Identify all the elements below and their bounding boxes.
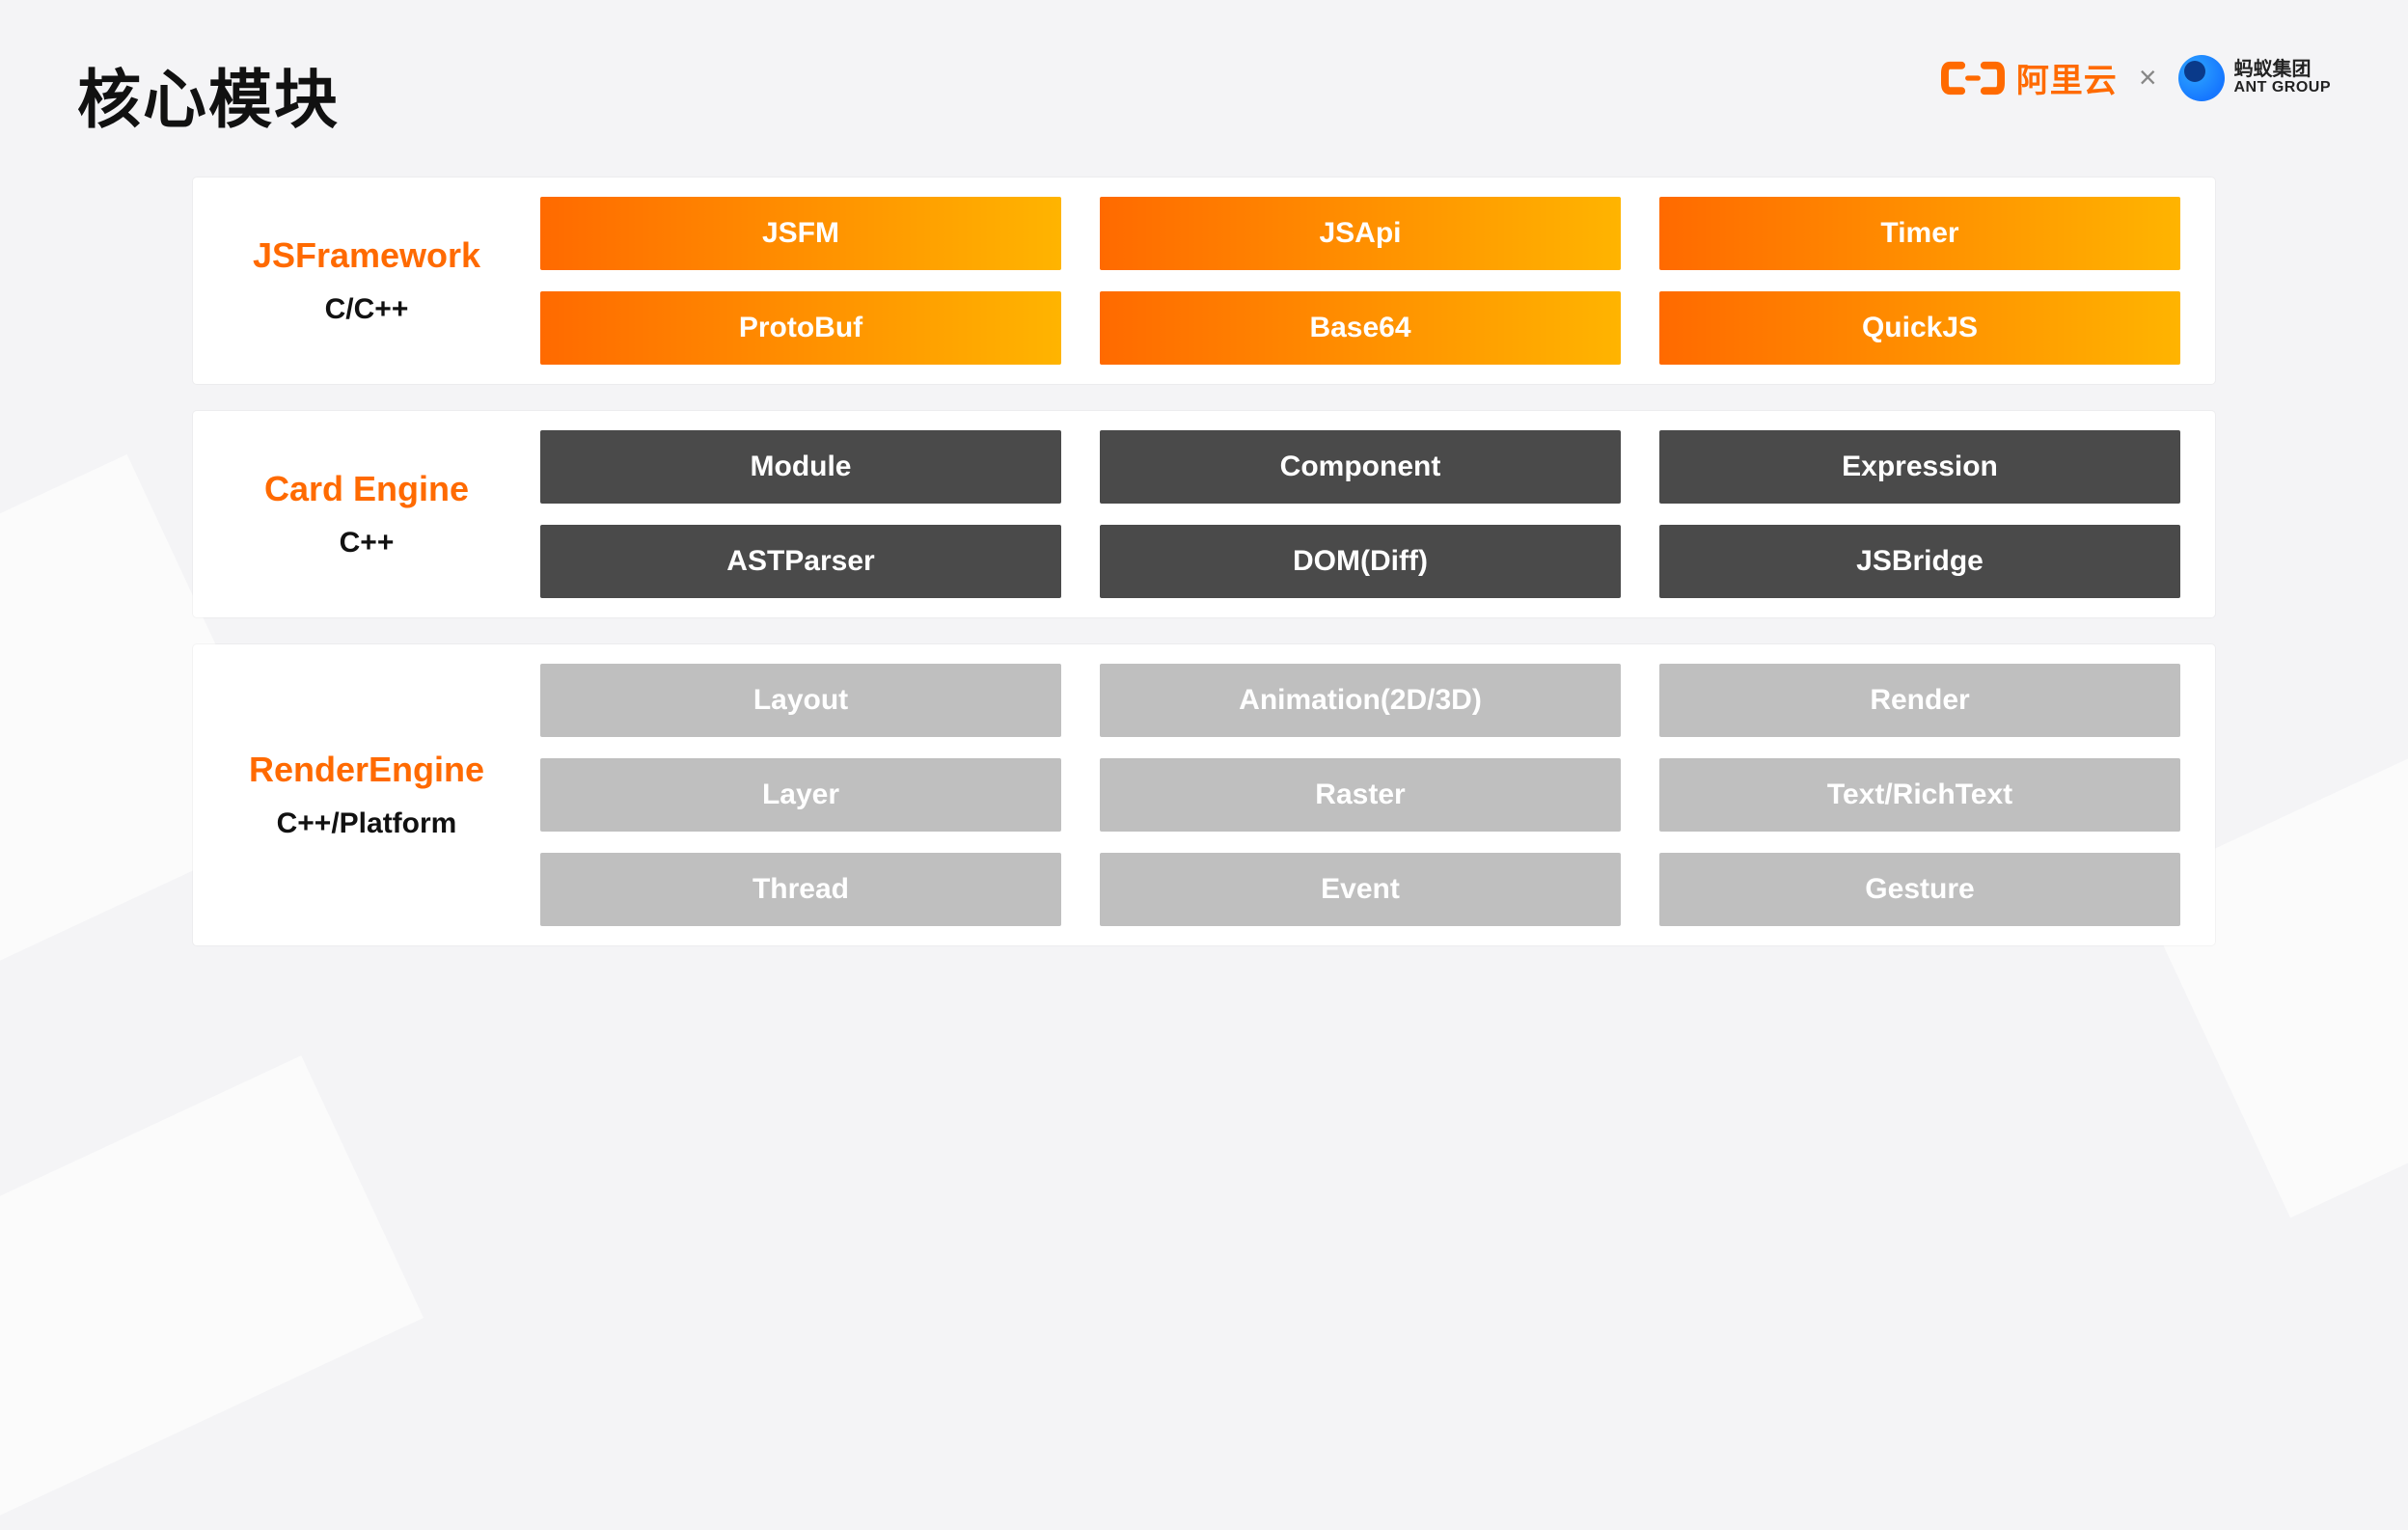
section-jsframework: JSFramework C/C++ JSFM JSApi Timer ProtoBuf Ba… [193,178,2215,384]
antgroup-logo: 蚂蚁集团 ANT GROUP [2178,55,2332,101]
cell-renderengine-0-2: Render [1659,664,2180,737]
cell-jsframework-1-1: Base64 [1100,291,1621,365]
section-cardengine: Card Engine C++ Module Component Expression A… [193,411,2215,617]
cell-cardengine-1-1: DOM(Diff) [1100,525,1621,598]
cell-cardengine-0-0: Module [540,430,1061,504]
cell-cardengine-1-2: JSBridge [1659,525,2180,598]
cell-renderengine-1-2: Text/RichText [1659,758,2180,832]
cell-cardengine-0-1: Component [1100,430,1621,504]
cell-jsframework-1-0: ProtoBuf [540,291,1061,365]
sections-container: JSFramework C/C++ JSFM JSApi Timer ProtoBuf Ba… [77,178,2331,945]
antgroup-mark-icon [2178,55,2225,101]
slide-root: 核心模块 阿里云 × 蚂蚁集团 [0,0,2408,1283]
aliyun-logo-text: 阿里云 [2016,54,2118,101]
section-cardengine-name: Card Engine [264,469,469,509]
section-cardengine-label: Card Engine C++ [193,469,540,560]
section-renderengine: RenderEngine C++/Platform Layout Animation(… [193,644,2215,945]
cell-jsframework-0-0: JSFM [540,197,1061,270]
logo-separator: × [2139,60,2157,96]
cell-renderengine-1-1: Raster [1100,758,1621,832]
page-title: 核心模块 [77,48,340,141]
antgroup-logo-text: 蚂蚁集团 ANT GROUP [2234,60,2332,96]
cell-renderengine-2-0: Thread [540,853,1061,926]
section-renderengine-label: RenderEngine C++/Platform [193,750,540,840]
section-cardengine-lang: C++ [340,527,395,560]
section-cardengine-grid: Module Component Expression ASTParser DOM(Di… [540,430,2180,598]
cell-jsframework-0-1: JSApi [1100,197,1621,270]
cell-jsframework-1-2: QuickJS [1659,291,2180,365]
cell-renderengine-0-1: Animation(2D/3D) [1100,664,1621,737]
section-jsframework-lang: C/C++ [325,293,409,326]
logo-group: 阿里云 × 蚂蚁集团 ANT GROUP [1941,48,2331,101]
antgroup-en: ANT GROUP [2234,80,2332,96]
cell-renderengine-2-2: Gesture [1659,853,2180,926]
cell-renderengine-1-0: Layer [540,758,1061,832]
aliyun-bracket-icon [1941,57,2005,99]
cell-renderengine-2-1: Event [1100,853,1621,926]
section-jsframework-name: JSFramework [253,235,480,276]
cell-renderengine-0-0: Layout [540,664,1061,737]
aliyun-logo: 阿里云 [1941,54,2118,101]
section-jsframework-label: JSFramework C/C++ [193,235,540,326]
antgroup-cn: 蚂蚁集团 [2234,60,2332,80]
cell-jsframework-0-2: Timer [1659,197,2180,270]
section-renderengine-name: RenderEngine [249,750,484,790]
cell-cardengine-1-0: ASTParser [540,525,1061,598]
section-renderengine-lang: C++/Platform [277,807,457,840]
section-renderengine-grid: Layout Animation(2D/3D) Render Layer Raster T… [540,664,2180,926]
section-jsframework-grid: JSFM JSApi Timer ProtoBuf Base64 QuickJS [540,197,2180,365]
header: 核心模块 阿里云 × 蚂蚁集团 [77,48,2331,141]
cell-cardengine-0-2: Expression [1659,430,2180,504]
